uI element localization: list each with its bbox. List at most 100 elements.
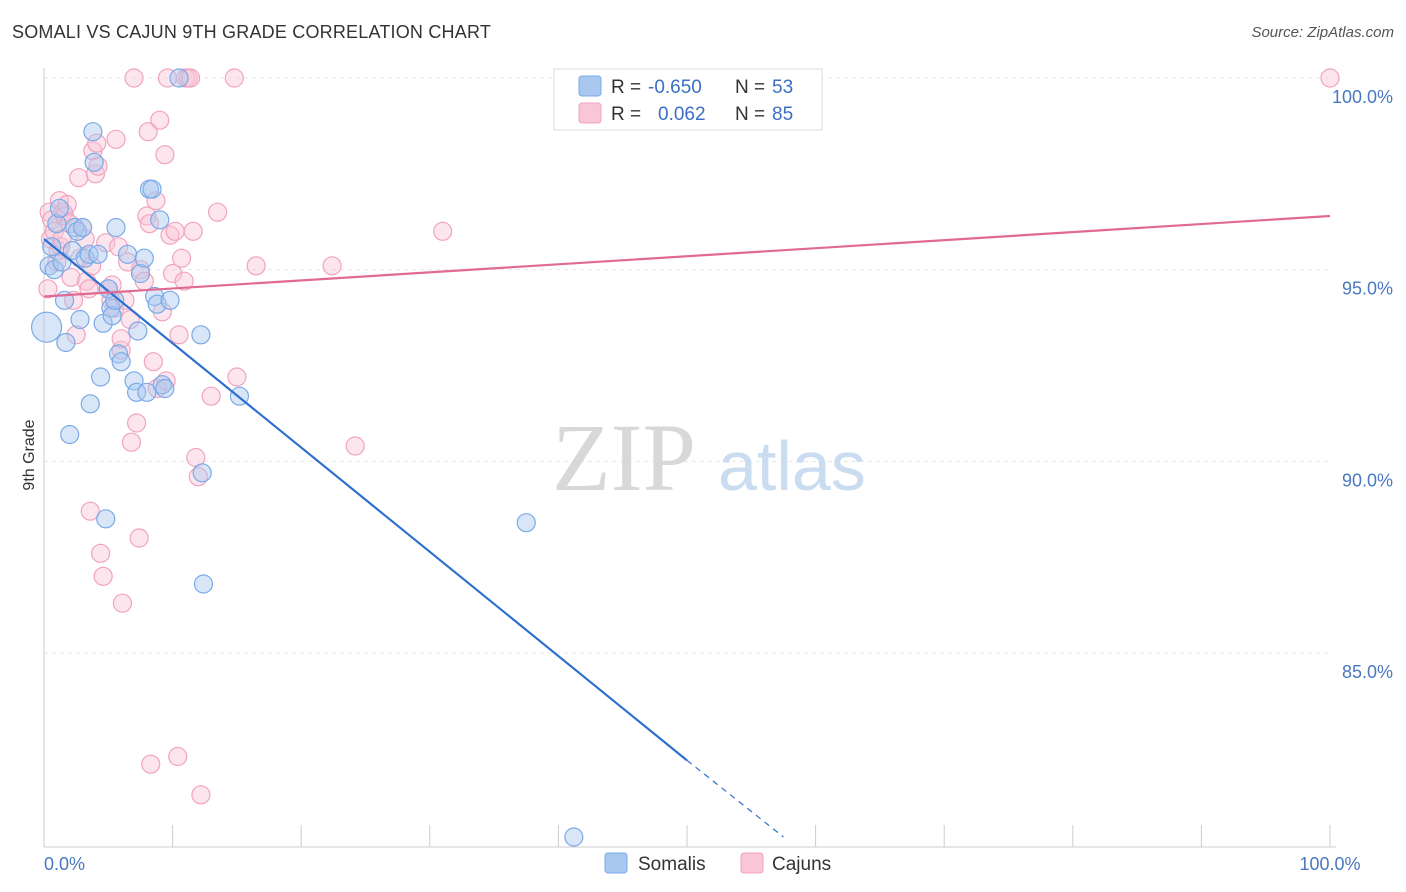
point-cajuns-50 (137, 206, 157, 226)
point-somalis-5 (49, 198, 70, 218)
point-somalis-4 (47, 214, 67, 234)
chart-source: Source: ZipAtlas.com (1251, 24, 1394, 41)
point-cajuns-66 (169, 325, 189, 345)
point-cajuns-45 (124, 68, 144, 88)
point-somalis-39 (142, 179, 162, 199)
point-somalis-14 (72, 217, 93, 238)
point-cajuns-47 (129, 528, 149, 548)
point-cajuns-81 (322, 256, 342, 276)
point-cajuns-53 (141, 754, 161, 774)
legend-swatch-cajuns (578, 102, 602, 124)
point-cajuns-44 (121, 432, 142, 452)
point-somalis-29 (108, 344, 129, 364)
point-cajuns-27 (87, 133, 107, 153)
point-somalis-13 (70, 309, 90, 330)
point-somalis-45 (160, 290, 180, 310)
point-somalis-32 (124, 371, 144, 391)
point-cajuns-59 (155, 145, 175, 165)
point-somalis-28 (106, 217, 126, 238)
point-somalis-41 (147, 294, 167, 314)
legend-n-label-somalis: N = (735, 77, 765, 98)
point-somalis-20 (88, 244, 108, 264)
point-somalis-35 (130, 263, 151, 284)
y-tick-labels: 85.0% 90.0% 95.0% 100.0% (1332, 87, 1393, 682)
point-cajuns-39 (111, 329, 131, 349)
watermark-atlas: atlas (718, 427, 866, 505)
point-cajuns-60 (156, 371, 176, 391)
point-somalis-18 (83, 122, 103, 142)
point-cajuns-67 (172, 248, 192, 268)
point-somalis-9 (60, 424, 80, 445)
point-cajuns-63 (163, 263, 183, 284)
trend-lines (43, 214, 1331, 838)
x-tick-label-100: 100.0% (1299, 854, 1360, 874)
point-cajuns-65 (168, 746, 188, 767)
point-somalis-36 (134, 248, 154, 268)
point-cajuns-23 (80, 501, 100, 521)
point-somalis-34 (128, 321, 148, 341)
legend-r-value-somalis: -0.650 (648, 77, 702, 98)
trendline-cajuns (43, 214, 1331, 298)
point-cajuns-36 (106, 129, 126, 149)
point-somalis-8 (56, 332, 76, 353)
point-cajuns-84 (1320, 68, 1340, 88)
y-tick-label-100: 100.0% (1332, 87, 1393, 107)
point-somalis-17 (80, 394, 100, 414)
point-cajuns-76 (201, 386, 221, 406)
y-tick-label-95: 95.0% (1342, 279, 1393, 299)
point-somalis-46 (169, 68, 189, 88)
trendline-somalis-extension (686, 759, 784, 838)
legend-swatch-somalis (578, 75, 602, 97)
point-cajuns-14 (61, 267, 81, 287)
point-somalis-51 (516, 513, 536, 533)
point-cajuns-40 (112, 593, 133, 613)
point-somalis-40 (144, 286, 165, 307)
point-cajuns-55 (146, 191, 166, 211)
point-cajuns-16 (66, 325, 86, 345)
point-cajuns-29 (90, 543, 111, 563)
point-cajuns-54 (143, 352, 163, 372)
point-cajuns-62 (160, 225, 180, 245)
legend-r-value-cajuns: 0.062 (658, 104, 706, 125)
point-somalis-48 (192, 463, 212, 483)
trendline-somalis (43, 238, 688, 762)
point-cajuns-77 (208, 202, 228, 222)
point-somalis-0 (30, 311, 63, 343)
series-cajuns-points (38, 68, 1340, 805)
point-somalis-49 (193, 574, 214, 594)
point-somalis-19 (84, 152, 104, 172)
point-cajuns-79 (227, 367, 247, 387)
y-tick-label-90: 90.0% (1342, 470, 1393, 490)
point-somalis-1 (39, 256, 59, 276)
legend-r-label-somalis: R = (611, 77, 641, 98)
x-tick-labels: 0.0% 100.0% (44, 854, 1361, 874)
point-cajuns-0 (38, 279, 58, 299)
point-cajuns-3 (42, 210, 62, 230)
point-somalis-44 (155, 378, 175, 399)
point-cajuns-74 (188, 467, 208, 487)
point-somalis-26 (102, 306, 122, 326)
point-cajuns-24 (81, 256, 102, 276)
point-somalis-42 (150, 210, 170, 230)
point-cajuns-31 (96, 233, 116, 253)
point-cajuns-46 (126, 413, 147, 433)
legend-n-value-somalis: 53 (772, 77, 793, 98)
point-cajuns-43 (120, 309, 140, 330)
point-cajuns-68 (174, 271, 194, 291)
point-cajuns-51 (138, 122, 158, 142)
point-somalis-52 (564, 827, 584, 847)
point-cajuns-82 (345, 436, 365, 456)
point-somalis-12 (67, 221, 88, 241)
point-somalis-31 (117, 244, 138, 264)
point-somalis-21 (90, 367, 111, 387)
point-somalis-30 (111, 352, 131, 372)
point-somalis-3 (44, 260, 64, 280)
point-cajuns-30 (93, 566, 113, 586)
point-cajuns-75 (191, 785, 211, 805)
series-legend-label-cajuns: Cajuns (772, 854, 831, 875)
y-tick-label-85: 85.0% (1342, 662, 1393, 682)
y-axis-label: 9th Grade (21, 419, 38, 490)
x-tick-label-0: 0.0% (44, 854, 85, 874)
axes (43, 68, 1336, 848)
